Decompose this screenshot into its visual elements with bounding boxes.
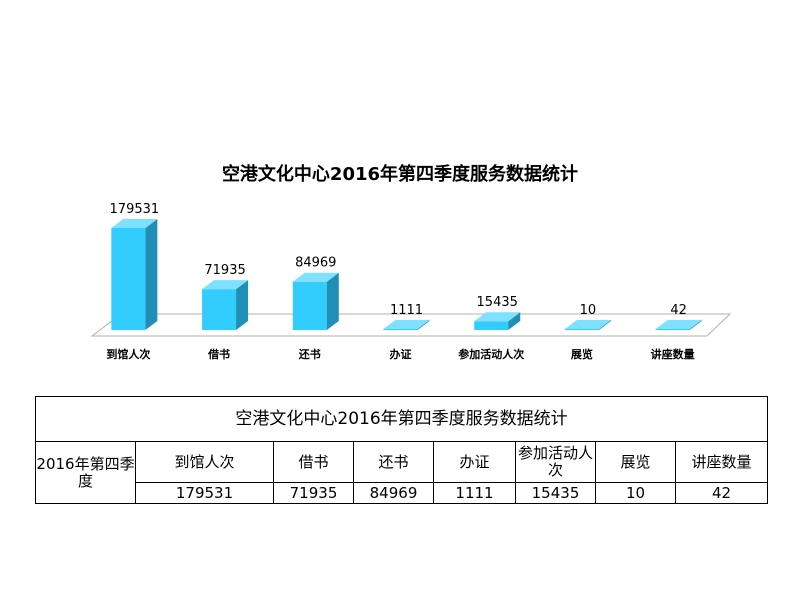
table-value-cell: 84969	[353, 482, 434, 504]
bar-front	[383, 329, 418, 330]
bar-top	[474, 312, 521, 322]
bar-side	[145, 219, 158, 330]
bar-top	[655, 320, 702, 329]
value-labels: 179531 71935 84969 1111 15435 10 42	[110, 202, 687, 318]
bars-group	[111, 219, 702, 330]
bar-top	[202, 280, 249, 290]
table-header-row: 2016年第四季度 到馆人次 借书 还书 办证 参加活动人次 展览 讲座数量	[35, 441, 769, 504]
bar-5	[474, 312, 521, 330]
bar-front	[474, 321, 509, 330]
table-header-cell: 到馆人次	[135, 441, 274, 483]
bar-front	[655, 329, 690, 330]
value-label: 42	[670, 303, 687, 318]
bar-1	[111, 219, 158, 330]
table-values-row: 179531 71935 84969 1111 15435 10 42	[36, 482, 769, 504]
bar-top	[383, 320, 430, 329]
value-label: 71935	[204, 263, 245, 278]
table-value-cell: 15435	[515, 482, 596, 504]
category-label: 办证	[390, 347, 412, 361]
value-label: 15435	[477, 295, 518, 310]
bar-4	[383, 320, 430, 330]
bar-3	[292, 272, 339, 330]
bar-side	[598, 320, 611, 330]
bar-front	[292, 281, 327, 330]
table-value-cell: 179531	[135, 482, 274, 504]
value-label: 1111	[390, 303, 423, 318]
table-title: 空港文化中心2016年第四季度服务数据统计	[34, 396, 769, 442]
bar-side	[689, 320, 702, 330]
table-header-cell: 参加活动人次	[515, 441, 596, 483]
category-label: 参加活动人次	[458, 347, 524, 361]
table-value-cell: 1111	[433, 482, 516, 504]
table-header-cell: 还书	[353, 441, 434, 483]
table-value-cell: 10	[595, 482, 676, 504]
value-label: 84969	[295, 256, 336, 271]
data-table: 空港文化中心2016年第四季度服务数据统计 2016年第四季度 到馆人次 借书 还书…	[34, 396, 769, 504]
value-label: 10	[580, 303, 597, 318]
category-labels: 到馆人次 借书 还书 办证 参加活动人次 展览 讲座数量	[106, 347, 694, 361]
category-label: 借书	[207, 347, 230, 361]
bar-chart: 179531 71935 84969 1111 15435 10 42 到馆人次 借书 还书 办证…	[90, 202, 732, 361]
table-header-cell: 讲座数量	[674, 441, 769, 483]
bar-side	[236, 280, 249, 330]
category-label: 还书	[298, 347, 321, 361]
bar-top	[564, 320, 611, 329]
table-header-cell: 借书	[273, 441, 354, 483]
bar-top	[292, 272, 339, 282]
value-label: 179531	[110, 202, 160, 217]
bar-side	[417, 320, 430, 330]
bar-side	[326, 272, 339, 330]
bar-front	[202, 289, 237, 330]
bar-6	[564, 320, 611, 330]
table-value-cell: 71935	[273, 482, 354, 504]
bar-2	[202, 280, 249, 330]
category-label: 讲座数量	[651, 347, 695, 361]
table-value-cell: 42	[674, 482, 769, 504]
table-row-header: 2016年第四季度	[35, 441, 136, 504]
table-header-cell: 办证	[433, 441, 516, 483]
category-label: 到馆人次	[106, 347, 150, 361]
chart-title: 空港文化中心2016年第四季度服务数据统计	[221, 164, 579, 185]
bar-side	[508, 312, 521, 330]
category-label: 展览	[570, 347, 593, 361]
bar-7	[655, 320, 702, 330]
bar-front	[564, 329, 599, 330]
bar-front	[111, 228, 146, 330]
table-header-cell: 展览	[595, 441, 676, 483]
bar-top	[111, 219, 158, 228]
